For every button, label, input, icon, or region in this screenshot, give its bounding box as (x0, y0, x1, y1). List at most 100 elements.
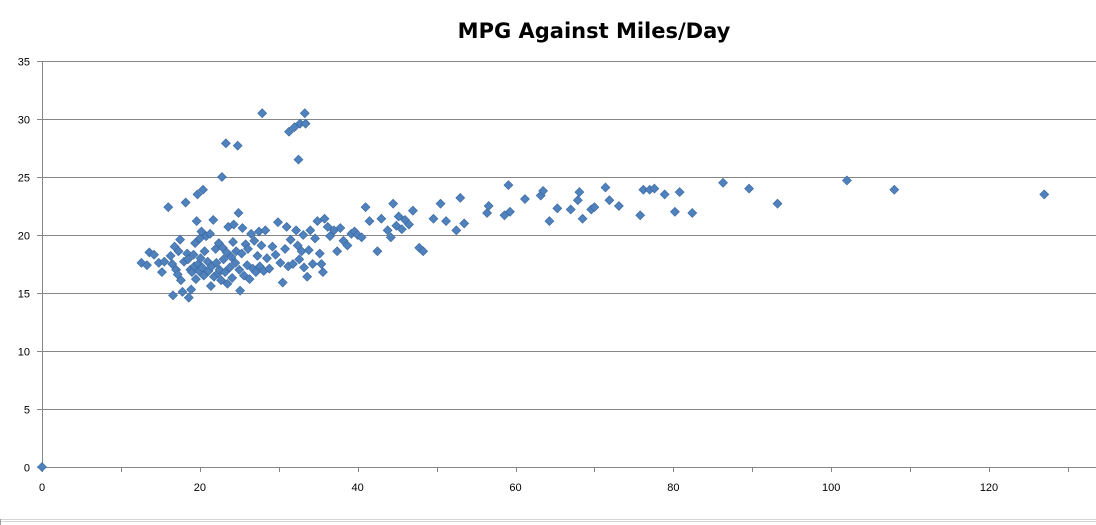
data-point (505, 206, 515, 217)
data-point (577, 213, 588, 224)
data-point (220, 138, 231, 149)
data-point (249, 235, 260, 246)
data-point (302, 271, 313, 282)
data-point (175, 275, 186, 286)
y-tick-label: 25 (18, 173, 30, 185)
data-point (687, 208, 698, 218)
data-point (288, 259, 298, 269)
x-tick-label: 20 (194, 482, 206, 494)
data-point (199, 246, 210, 257)
data-point (257, 108, 268, 119)
data-point (649, 183, 660, 194)
data-point (483, 201, 494, 211)
data-point (208, 214, 219, 225)
data-point (325, 231, 335, 242)
data-point (356, 232, 367, 243)
data-point (244, 274, 255, 285)
data-point (292, 240, 303, 251)
data-point (659, 189, 670, 200)
data-point (270, 249, 281, 260)
data-point (159, 256, 170, 267)
data-point (391, 220, 402, 231)
data-point (246, 228, 257, 239)
data-point (459, 218, 470, 229)
axes (37, 61, 1096, 472)
data-point (669, 206, 680, 217)
data-point (385, 232, 396, 243)
data-point (260, 225, 271, 236)
data-point (192, 189, 203, 200)
data-point (889, 184, 900, 195)
data-point (239, 270, 249, 281)
data-point (1039, 189, 1050, 200)
data-point (175, 234, 186, 245)
chart-title: MPG Against Miles/Day (458, 19, 731, 43)
data-point (298, 230, 309, 240)
data-point (314, 248, 325, 259)
data-point (393, 211, 404, 222)
y-tick-label: 20 (18, 231, 30, 243)
data-point (318, 267, 328, 278)
data-point (310, 233, 320, 244)
x-tick-label: 120 (980, 482, 998, 494)
data-point (322, 221, 333, 232)
y-tick-label: 5 (24, 405, 30, 417)
data-point (261, 253, 272, 264)
data-point (428, 213, 439, 224)
x-tick-label: 0 (39, 482, 45, 494)
data-point (217, 172, 227, 182)
data-point (552, 203, 563, 214)
data-point (414, 242, 425, 253)
data-point (37, 462, 47, 472)
data-point (232, 140, 243, 151)
data-point (216, 275, 227, 286)
data-point (273, 217, 283, 228)
data-point (307, 259, 318, 269)
data-point (205, 281, 216, 291)
data-point (168, 290, 178, 301)
y-tick-label: 30 (18, 115, 30, 127)
x-tick-label: 40 (352, 482, 364, 494)
data-point (396, 224, 407, 235)
data-point (252, 250, 263, 261)
data-point (256, 240, 267, 251)
data-point (191, 216, 202, 227)
data-point (167, 259, 178, 269)
data-point (222, 278, 233, 289)
data-point (236, 248, 247, 259)
data-point (300, 118, 311, 129)
data-point (342, 240, 353, 251)
data-point (674, 187, 685, 198)
data-point (237, 223, 248, 233)
data-point (277, 277, 288, 288)
data-point (520, 194, 530, 204)
data-point (157, 267, 167, 278)
data-point (280, 243, 290, 254)
data-point (305, 225, 316, 236)
data-point (316, 259, 327, 269)
data-point (503, 180, 514, 191)
data-point (228, 219, 239, 230)
x-tick-label: 80 (667, 482, 679, 494)
data-point (226, 252, 237, 262)
data-point (235, 285, 246, 296)
data-point (613, 201, 624, 211)
data-point (572, 195, 583, 206)
data-point (842, 175, 852, 186)
data-point (173, 246, 184, 257)
data-point (455, 192, 466, 203)
data-point (335, 223, 346, 233)
data-point (293, 154, 304, 165)
data-point (205, 228, 216, 239)
data-point (190, 274, 201, 285)
data-point (281, 221, 292, 232)
x-axis-tick-labels: 0 20 40 60 80 100 120 (39, 482, 998, 494)
data-point (718, 177, 728, 188)
data-point (177, 286, 188, 297)
data-point (186, 284, 197, 295)
data-point (744, 183, 755, 194)
data-point (441, 216, 451, 227)
data-point (635, 210, 646, 221)
